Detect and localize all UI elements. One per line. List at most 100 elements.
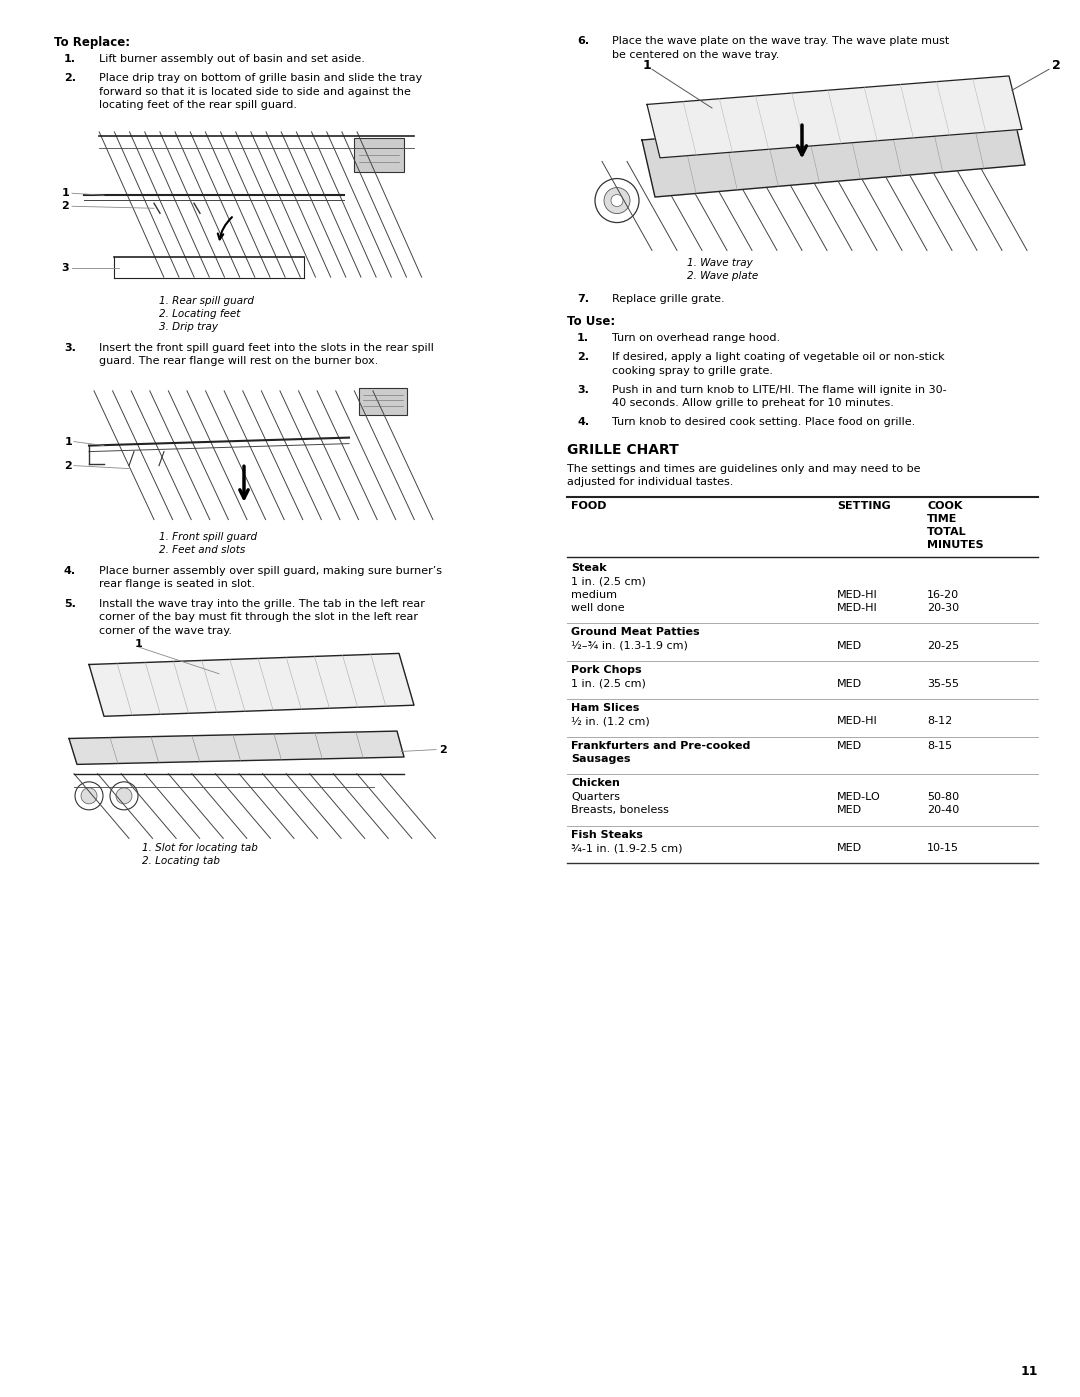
Text: 1.: 1. [577,334,589,344]
Circle shape [595,179,639,222]
Text: 2: 2 [1052,59,1061,71]
Text: TIME: TIME [927,514,957,524]
Text: Chicken: Chicken [571,778,620,788]
Circle shape [611,194,623,207]
Bar [354,138,404,172]
Text: MED-LO: MED-LO [837,792,881,802]
Text: be centered on the wave tray.: be centered on the wave tray. [612,49,780,60]
Text: rear flange is seated in slot.: rear flange is seated in slot. [99,580,255,590]
Text: 35-55: 35-55 [927,679,959,689]
Text: MED: MED [837,641,862,651]
Text: 2. Locating feet: 2. Locating feet [159,309,241,319]
Text: 4.: 4. [577,418,589,427]
Text: MED: MED [837,679,862,689]
Circle shape [604,187,630,214]
Text: ½–¾ in. (1.3-1.9 cm): ½–¾ in. (1.3-1.9 cm) [571,641,688,651]
Text: 5.: 5. [64,599,76,609]
Text: To Use:: To Use: [567,316,616,328]
Text: 7.: 7. [577,293,589,303]
Text: Install the wave tray into the grille. The tab in the left rear: Install the wave tray into the grille. T… [99,599,424,609]
Text: Turn knob to desired cook setting. Place food on grille.: Turn knob to desired cook setting. Place… [612,418,915,427]
Text: 2. Feet and slots: 2. Feet and slots [159,545,245,555]
Text: 50-80: 50-80 [927,792,959,802]
Text: 4.: 4. [64,566,76,576]
Text: 2: 2 [62,201,69,211]
Text: 1. Front spill guard: 1. Front spill guard [159,532,257,542]
Text: 2.: 2. [64,73,76,84]
Text: 11: 11 [1021,1365,1038,1377]
Text: corner of the bay must fit through the slot in the left rear: corner of the bay must fit through the s… [99,612,418,622]
Text: medium: medium [571,590,617,599]
Text: MINUTES: MINUTES [927,539,984,550]
Text: 1 in. (2.5 cm): 1 in. (2.5 cm) [571,576,646,587]
Text: 6.: 6. [577,36,589,46]
Text: FOOD: FOOD [571,502,607,511]
Text: 1. Slot for locating tab: 1. Slot for locating tab [141,844,258,854]
Text: 3.: 3. [577,384,589,394]
Text: The settings and times are guidelines only and may need to be: The settings and times are guidelines on… [567,464,920,474]
Text: Pork Chops: Pork Chops [571,665,642,675]
Text: MED: MED [837,740,862,750]
Circle shape [110,782,138,810]
Text: 20-30: 20-30 [927,604,959,613]
Text: 1: 1 [62,189,69,198]
Text: ½ in. (1.2 cm): ½ in. (1.2 cm) [571,717,650,726]
Text: 3. Drip tray: 3. Drip tray [159,321,218,331]
Text: MED-HI: MED-HI [837,717,878,726]
Text: 2: 2 [438,745,447,754]
Text: adjusted for individual tastes.: adjusted for individual tastes. [567,478,733,488]
Polygon shape [89,654,414,717]
Bar [359,388,407,415]
Text: GRILLE CHART: GRILLE CHART [567,443,678,457]
Text: MED-HI: MED-HI [837,604,878,613]
Polygon shape [647,75,1022,158]
Text: 10-15: 10-15 [927,844,959,854]
Text: ¾-1 in. (1.9-2.5 cm): ¾-1 in. (1.9-2.5 cm) [571,844,683,854]
Text: Place the wave plate on the wave tray. The wave plate must: Place the wave plate on the wave tray. T… [612,36,949,46]
Text: Turn on overhead range hood.: Turn on overhead range hood. [612,334,780,344]
Text: Lift burner assembly out of basin and set aside.: Lift burner assembly out of basin and se… [99,54,365,64]
Text: COOK: COOK [927,502,962,511]
Text: 2.: 2. [577,352,589,362]
Text: 2: 2 [64,461,72,471]
Text: To Replace:: To Replace: [54,36,130,49]
Text: Push in and turn knob to LITE/HI. The flame will ignite in 30-: Push in and turn knob to LITE/HI. The fl… [612,384,947,394]
Text: 2. Wave plate: 2. Wave plate [687,271,758,281]
Polygon shape [642,108,1025,197]
Text: 2. Locating tab: 2. Locating tab [141,856,220,866]
Text: Place drip tray on bottom of grille basin and slide the tray: Place drip tray on bottom of grille basi… [99,73,422,84]
Text: 16-20: 16-20 [927,590,959,599]
Text: forward so that it is located side to side and against the: forward so that it is located side to si… [99,87,410,96]
Text: cooking spray to grille grate.: cooking spray to grille grate. [612,366,773,376]
Text: 3: 3 [62,263,69,272]
Text: 8-12: 8-12 [927,717,953,726]
Text: SETTING: SETTING [837,502,891,511]
Text: Quarters: Quarters [571,792,620,802]
Text: Fish Steaks: Fish Steaks [571,830,643,840]
Text: Insert the front spill guard feet into the slots in the rear spill: Insert the front spill guard feet into t… [99,342,434,352]
Text: guard. The rear flange will rest on the burner box.: guard. The rear flange will rest on the … [99,356,378,366]
Text: 3.: 3. [64,342,76,352]
Text: If desired, apply a light coating of vegetable oil or non-stick: If desired, apply a light coating of veg… [612,352,945,362]
Text: Place burner assembly over spill guard, making sure burner’s: Place burner assembly over spill guard, … [99,566,442,576]
Text: Ham Slices: Ham Slices [571,703,639,712]
Text: MED-HI: MED-HI [837,590,878,599]
Text: Breasts, boneless: Breasts, boneless [571,806,669,816]
Text: 1. Wave tray: 1. Wave tray [687,258,753,268]
Circle shape [75,782,103,810]
Text: 1.: 1. [64,54,76,64]
Text: Steak: Steak [571,563,607,573]
Text: 1: 1 [64,437,72,447]
Text: TOTAL: TOTAL [927,527,967,536]
Text: locating feet of the rear spill guard.: locating feet of the rear spill guard. [99,101,297,110]
Circle shape [81,788,97,803]
Text: 20-25: 20-25 [927,641,959,651]
Text: 1 in. (2.5 cm): 1 in. (2.5 cm) [571,679,646,689]
Text: 8-15: 8-15 [927,740,953,750]
Text: corner of the wave tray.: corner of the wave tray. [99,626,232,636]
Text: 1: 1 [643,59,651,71]
Text: well done: well done [571,604,624,613]
Circle shape [116,788,132,803]
Text: 1: 1 [135,640,143,650]
Text: 40 seconds. Allow grille to preheat for 10 minutes.: 40 seconds. Allow grille to preheat for … [612,398,894,408]
